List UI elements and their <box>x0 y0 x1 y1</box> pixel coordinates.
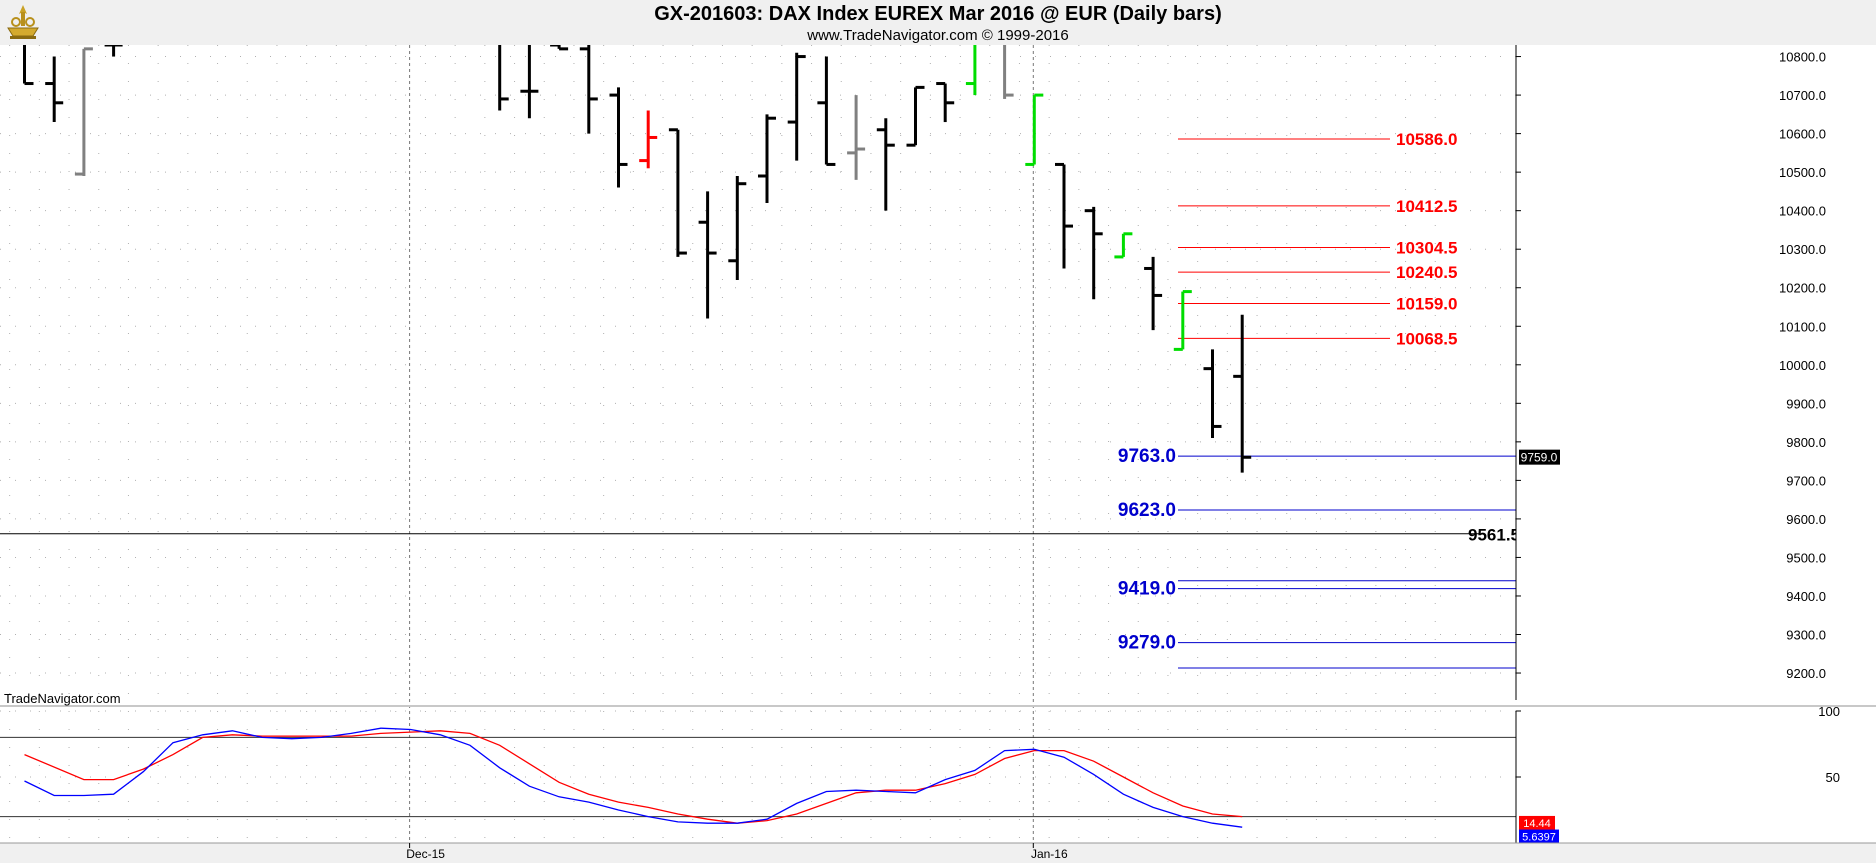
ohlc-bar <box>74 47 93 176</box>
price-axis-label: 10300.0 <box>1779 242 1826 257</box>
ohlc-bar <box>728 176 747 281</box>
price-axis-label: 10800.0 <box>1779 50 1826 65</box>
ohlc-bar <box>965 45 977 96</box>
ohlc-bar <box>639 110 658 169</box>
price-axis-label: 10000.0 <box>1779 358 1826 373</box>
ohlc-bar <box>609 87 628 188</box>
ohlc-bars <box>23 45 1252 473</box>
resistance-label: 10068.5 <box>1396 329 1457 348</box>
support-label: 9623.0 <box>1118 500 1176 521</box>
price-axis-label: 10400.0 <box>1779 204 1826 219</box>
ohlc-bar <box>936 82 955 123</box>
ohlc-bar <box>1025 93 1044 166</box>
last-price-box <box>1519 449 1560 465</box>
ohlc-bar <box>45 56 64 123</box>
price-axis-label: 9400.0 <box>1786 589 1826 604</box>
chart-title: GX-201603: DAX Index EUREX Mar 2016 @ EU… <box>654 3 1222 25</box>
ohlc-bar <box>668 128 687 257</box>
ohlc-bar <box>698 191 717 319</box>
price-axis-label: 10500.0 <box>1779 165 1826 180</box>
x-axis-band <box>0 843 1876 863</box>
price-axis-bg <box>1516 45 1876 700</box>
ohlc-bar <box>758 114 776 203</box>
resistance-label: 10159.0 <box>1396 295 1457 314</box>
price-axis-label: 9300.0 <box>1786 628 1826 643</box>
osc-axis-bg <box>1516 711 1876 843</box>
ohlc-bar <box>1203 349 1222 438</box>
stochk-value-label: 5.6397 <box>1522 832 1556 844</box>
ohlc-bar <box>1055 162 1073 269</box>
ohlc-bar <box>1173 290 1192 351</box>
ohlc-bar <box>1114 232 1133 259</box>
resistance-label: 10412.5 <box>1396 197 1457 216</box>
price-grid <box>0 45 1516 700</box>
last-price-label: 9759.0 <box>1521 451 1558 465</box>
ohlc-bar <box>550 45 569 51</box>
ohlc-bar <box>847 95 866 180</box>
ohlc-bar <box>104 45 123 57</box>
series-line-stochk <box>24 727 1243 828</box>
price-axis-label: 10600.0 <box>1779 127 1826 142</box>
price-axis-label: 9900.0 <box>1786 396 1826 411</box>
reference-line-label: 9561.5 <box>1468 526 1520 545</box>
ohlc-bar <box>787 52 806 161</box>
support-label: 9763.0 <box>1118 446 1176 467</box>
tradenavigator-logo-icon <box>7 5 39 39</box>
price-axis-label: 9600.0 <box>1786 512 1826 527</box>
price-axis-label: 10700.0 <box>1779 88 1826 103</box>
ohlc-bar <box>1233 314 1252 473</box>
ohlc-bar <box>1003 45 1014 99</box>
price-axis-label: 10200.0 <box>1779 281 1826 296</box>
header-band <box>0 0 1876 45</box>
ohlc-bar <box>498 45 509 111</box>
price-axis-label: 9500.0 <box>1786 550 1826 565</box>
ohlc-bar <box>876 118 895 211</box>
stochd-value-box <box>1519 815 1555 830</box>
x-axis-label: Jan-16 <box>1031 847 1068 861</box>
price-axis-label: 9800.0 <box>1786 435 1826 450</box>
series-line-stochd <box>24 730 1243 824</box>
osc-series <box>24 727 1243 828</box>
osc-axis-label: 50 <box>1826 770 1840 785</box>
support-label: 9279.0 <box>1118 633 1176 654</box>
ohlc-bar <box>579 45 598 134</box>
osc-axis-label: 100 <box>1818 704 1840 719</box>
price-axis-label: 10100.0 <box>1779 319 1826 334</box>
stochd-value-label: 14.44 <box>1523 818 1551 830</box>
resistance-label: 10586.0 <box>1396 130 1457 149</box>
price-axis-label: 9200.0 <box>1786 666 1826 681</box>
osc-grid <box>0 710 1516 844</box>
ohlc-bar <box>23 45 34 86</box>
x-axis-label: Dec-15 <box>406 847 445 861</box>
price-axis-label: 9700.0 <box>1786 473 1826 488</box>
support-label: 9419.0 <box>1118 579 1176 600</box>
chart-subtitle: www.TradeNavigator.com © 1999-2016 <box>807 27 1069 44</box>
resistance-label: 10304.5 <box>1396 238 1457 257</box>
ohlc-bar <box>520 45 539 119</box>
ohlc-bar <box>1084 206 1103 300</box>
ohlc-bar <box>817 56 836 166</box>
watermark: TradeNavigator.com <box>4 691 121 706</box>
ohlc-bar <box>906 85 925 147</box>
ohlc-bar <box>1144 256 1163 331</box>
resistance-label: 10240.5 <box>1396 263 1457 282</box>
stochk-value-box <box>1519 829 1559 844</box>
